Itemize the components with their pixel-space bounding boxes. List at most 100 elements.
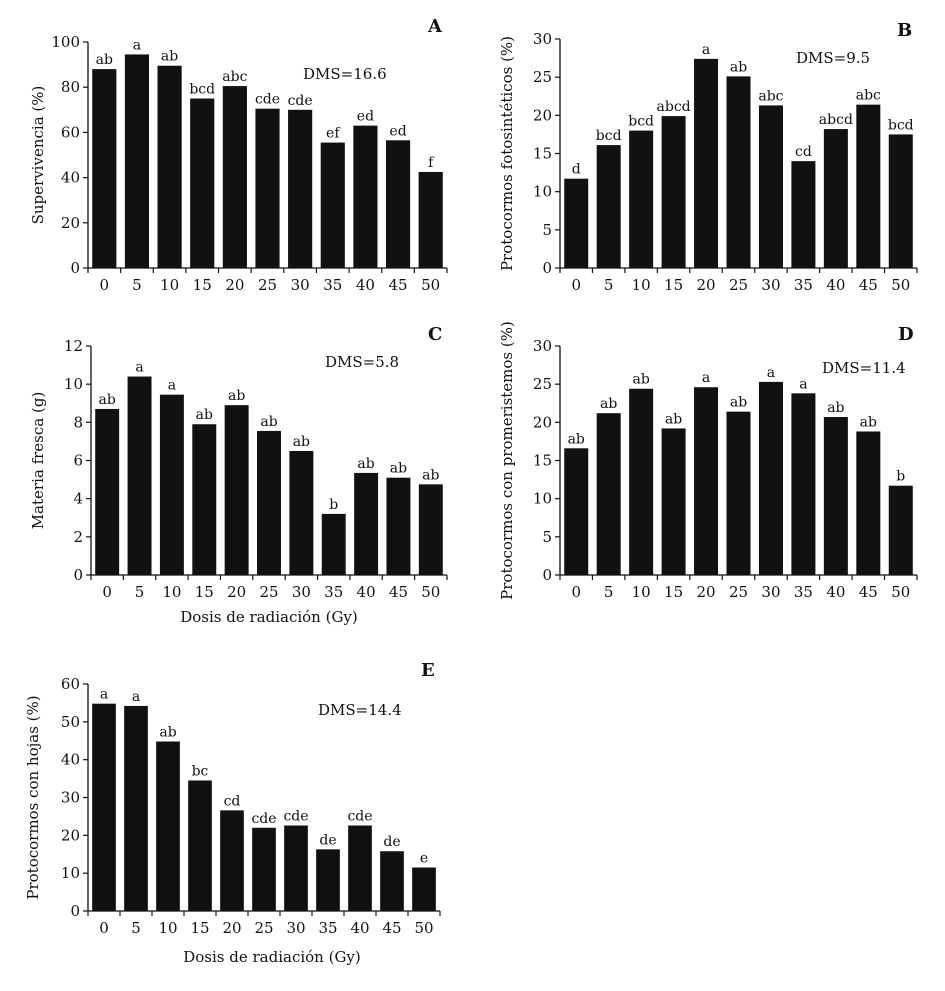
x-tick-label: 45 — [389, 583, 408, 601]
y-axis-label: Protocormos con promeristemos (%) — [498, 321, 516, 600]
x-tick-label: 45 — [859, 276, 878, 294]
bar-b-45 — [856, 104, 881, 268]
y-tick-label: 60 — [61, 123, 80, 141]
y-tick-label: 0 — [542, 566, 552, 584]
significance-label: abcd — [819, 112, 853, 128]
bar-b-20 — [694, 58, 719, 269]
y-tick-label: 100 — [51, 33, 80, 51]
y-axis-label: Protocormos fotosintéticos (%) — [498, 36, 516, 271]
y-tick-label: 25 — [533, 68, 552, 86]
panel-letter: A — [427, 16, 443, 37]
bar-c-20 — [224, 405, 249, 575]
significance-label: ab — [357, 456, 374, 472]
x-tick-label: 50 — [891, 583, 910, 601]
significance-label: ab — [159, 725, 176, 741]
y-tick-label: 10 — [64, 375, 83, 393]
x-tick-label: 25 — [258, 276, 277, 294]
y-tick-label: 40 — [61, 751, 80, 769]
x-tick-label: 35 — [324, 583, 343, 601]
bar-c-5 — [127, 376, 152, 575]
bar-e-50 — [412, 867, 436, 911]
x-tick-label: 50 — [421, 276, 440, 294]
x-tick-label: 50 — [891, 276, 910, 294]
x-tick-label: 25 — [259, 583, 278, 601]
x-tick-label: 25 — [254, 919, 273, 937]
x-axis-label: Dosis de radiación (Gy) — [183, 948, 361, 966]
bar-d-30 — [758, 381, 783, 575]
bar-c-45 — [386, 477, 411, 575]
x-tick-label: 20 — [222, 919, 241, 937]
x-tick-label: 5 — [135, 583, 145, 601]
bar-a-30 — [288, 109, 313, 268]
bar-d-25 — [726, 411, 751, 575]
x-tick-label: 20 — [696, 583, 715, 601]
x-tick-label: 0 — [99, 919, 109, 937]
x-tick-label: 25 — [729, 276, 748, 294]
y-tick-label: 60 — [61, 675, 80, 693]
y-tick-label: 30 — [533, 30, 552, 48]
significance-label: ab — [600, 396, 617, 412]
bar-c-0 — [95, 408, 120, 575]
significance-label: ab — [632, 372, 649, 388]
significance-label: ab — [260, 414, 277, 430]
y-axis-label: Protocormos con hojas (%) — [24, 695, 42, 899]
x-tick-label: 35 — [318, 919, 337, 937]
y-tick-label: 2 — [73, 528, 83, 546]
y-tick-label: 0 — [70, 259, 80, 277]
y-tick-label: 15 — [533, 452, 552, 470]
significance-label: ab — [422, 467, 439, 483]
panel-letter: C — [428, 324, 442, 345]
dms-annotation: DMS=9.5 — [796, 49, 870, 67]
y-tick-label: 30 — [533, 337, 552, 355]
significance-label: ef — [326, 126, 341, 142]
bar-a-5 — [124, 54, 150, 269]
x-tick-label: 15 — [664, 583, 683, 601]
x-tick-label: 5 — [604, 583, 614, 601]
significance-label: a — [133, 37, 141, 53]
bar-b-15 — [661, 116, 686, 268]
bar-b-40 — [823, 129, 848, 268]
x-tick-label: 10 — [158, 919, 177, 937]
significance-label: cde — [288, 93, 313, 109]
y-tick-label: 40 — [61, 169, 80, 187]
bar-d-50 — [888, 485, 913, 575]
x-tick-label: 15 — [195, 583, 214, 601]
bar-a-10 — [157, 65, 182, 268]
y-tick-label: 20 — [533, 413, 552, 431]
x-tick-label: 0 — [100, 276, 110, 294]
y-tick-label: 4 — [73, 490, 83, 508]
x-tick-label: 50 — [414, 919, 433, 937]
x-tick-label: 40 — [356, 276, 375, 294]
y-tick-label: 5 — [542, 221, 552, 239]
bar-c-30 — [289, 450, 314, 575]
significance-label: ab — [293, 434, 310, 450]
significance-label: de — [319, 832, 336, 848]
bar-b-35 — [791, 161, 816, 268]
chart-panel-a: 0 20 40 60 80 100 ab 0 a 5 ab 10 bcd 15 abc 20 cde 25 cde 3… — [29, 16, 448, 294]
bar-c-15 — [192, 424, 217, 575]
x-tick-label: 10 — [162, 583, 181, 601]
dms-annotation: DMS=5.8 — [325, 353, 399, 371]
significance-label: bcd — [596, 128, 622, 144]
y-tick-label: 15 — [533, 145, 552, 163]
significance-label: a — [135, 360, 143, 376]
significance-label: abc — [758, 88, 783, 104]
bar-d-10 — [629, 388, 654, 575]
x-tick-label: 20 — [696, 276, 715, 294]
panel-letter: D — [898, 324, 914, 345]
y-tick-label: 0 — [73, 566, 83, 584]
chart-panel-b: 0 5 10 15 20 25 30 d 0 bcd 5 bcd 10 abcd 15 a 20 ab 25 abc 3… — [498, 20, 918, 294]
significance-label: ab — [827, 400, 844, 416]
x-tick-label: 40 — [826, 276, 845, 294]
x-tick-label: 15 — [190, 919, 209, 937]
bar-b-25 — [726, 76, 751, 268]
significance-label: ab — [228, 388, 245, 404]
y-tick-label: 12 — [64, 337, 83, 355]
x-tick-label: 40 — [357, 583, 376, 601]
significance-label: abcd — [657, 99, 691, 115]
significance-label: abc — [856, 88, 881, 104]
bar-e-40 — [348, 825, 372, 911]
dms-annotation: DMS=11.4 — [822, 359, 906, 377]
x-tick-label: 10 — [632, 583, 651, 601]
